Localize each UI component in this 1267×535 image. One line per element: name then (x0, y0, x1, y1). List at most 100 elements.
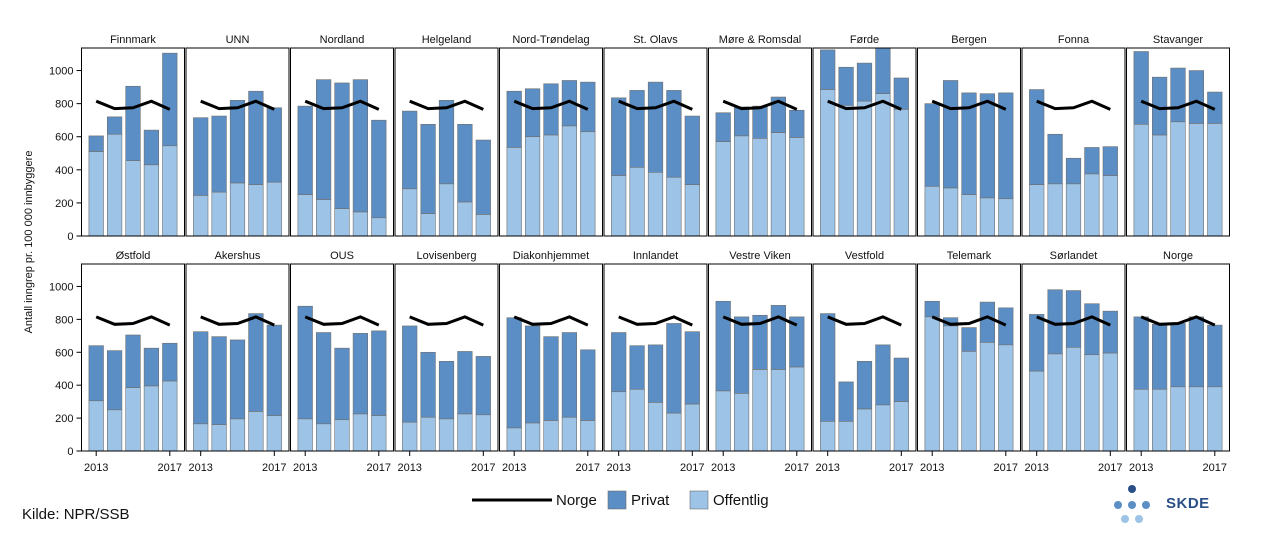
bar-offentlig-møre-romsdal-2013 (715, 141, 731, 237)
bar-offentlig-vestre-viken-2017 (789, 366, 805, 452)
bar-offentlig-nordland-2017 (371, 217, 387, 237)
bar-privat-lovisenberg-2016 (457, 351, 473, 415)
logo-text: SKDE (1166, 495, 1210, 512)
bar-privat-diakonhjemmet-2017 (580, 349, 596, 421)
panel-frame-lovisenberg (394, 263, 499, 452)
bar-privat-finnmark-2013 (88, 135, 104, 152)
bar-offentlig-telemark-2016 (979, 342, 995, 452)
norge-line-vestre-viken (722, 315, 798, 327)
bar-offentlig-finnmark-2015 (125, 160, 141, 237)
norge-line-telemark (931, 315, 1007, 327)
bar-offentlig-møre-romsdal-2017 (789, 137, 805, 237)
bar-privat-vestre-viken-2016 (770, 305, 786, 370)
bar-offentlig-diakonhjemmet-2015 (543, 420, 559, 452)
norge-line-sørlandet (1036, 315, 1111, 327)
bar-offentlig-norge-2016 (1188, 386, 1204, 452)
panel-title-nord-trøndelag: Nord-Trøndelag (512, 34, 589, 46)
panel-title-finnmark: Finnmark (110, 34, 156, 46)
bar-privat-stavanger-2015 (1170, 67, 1186, 123)
y-tick-label-0-400: 400 (55, 165, 73, 177)
norge-line-nord-trøndelag (513, 99, 589, 111)
bar-privat-helgeland-2015 (438, 100, 455, 185)
bar-offentlig-telemark-2014 (942, 325, 959, 452)
norge-line-st-olavs (618, 99, 693, 111)
x-tick-label-vestre-viken-0: 2013 (711, 462, 735, 474)
norge-line-østfold (95, 315, 171, 327)
bar-privat-finnmark-2016 (143, 129, 160, 166)
bar-offentlig-helgeland-2016 (457, 201, 473, 237)
bar-offentlig-akershus-2013 (193, 423, 209, 452)
bar-privat-bergen-2013 (924, 103, 940, 187)
bar-privat-vestre-viken-2014 (733, 316, 750, 394)
panel-title-vestre-viken: Vestre Viken (729, 250, 791, 262)
bar-offentlig-finnmark-2013 (88, 151, 104, 237)
bar-offentlig-diakonhjemmet-2016 (561, 416, 577, 452)
panel-title-unn: UNN (226, 34, 250, 46)
y-tick-label-1-400: 400 (55, 380, 73, 392)
panel-frame-nordland (290, 47, 394, 237)
bar-offentlig-nordland-2016 (352, 211, 369, 237)
bar-privat-st-olavs-2015 (647, 81, 664, 173)
panel-frame-møre-romsdal (708, 47, 812, 237)
bar-offentlig-sørlandet-2013 (1029, 370, 1045, 452)
bar-offentlig-telemark-2017 (998, 344, 1014, 452)
bar-offentlig-førde-2017 (893, 109, 909, 237)
bar-privat-stavanger-2013 (1133, 51, 1149, 125)
bar-privat-akershus-2017 (266, 324, 282, 416)
bar-privat-østfold-2014 (107, 350, 123, 411)
x-tick-label-sørlandet-0: 2013 (1024, 462, 1048, 474)
bar-offentlig-lovisenberg-2014 (420, 416, 436, 452)
bar-privat-helgeland-2013 (402, 110, 418, 190)
bar-offentlig-unn-2015 (229, 182, 246, 237)
panel-title-nordland: Nordland (320, 34, 365, 46)
panel-title-helgeland: Helgeland (422, 34, 472, 46)
bar-privat-diakonhjemmet-2015 (543, 336, 559, 421)
bar-offentlig-bergen-2013 (924, 186, 940, 237)
bar-privat-st-olavs-2017 (684, 115, 700, 186)
x-tick-label-telemark-0: 2013 (920, 462, 944, 474)
panel-frame-stavanger (1126, 47, 1230, 237)
bar-privat-møre-romsdal-2017 (789, 109, 805, 138)
bar-privat-førde-2016 (875, 47, 891, 95)
x-tick-label-diakonhjemmet-0: 2013 (502, 462, 526, 474)
y-tick-label-0-1000: 1000 (49, 66, 73, 78)
x-tick-label-ous-0: 2013 (293, 462, 317, 474)
panel-title-st-olavs: St. Olavs (633, 34, 678, 46)
panel-title-ous: OUS (330, 250, 354, 262)
bar-offentlig-lovisenberg-2016 (457, 413, 473, 452)
panel-frame-sørlandet (1021, 263, 1126, 452)
y-axis-label: Antall inngrep pr. 100 000 innbyggere (23, 151, 35, 334)
bar-offentlig-møre-romsdal-2016 (770, 132, 786, 237)
bar-privat-akershus-2014 (211, 336, 227, 425)
bar-privat-vestfold-2015 (856, 361, 873, 410)
x-tick-label-østfold-4: 2017 (158, 462, 182, 474)
bar-privat-nordland-2017 (371, 119, 387, 219)
bar-offentlig-nordland-2014 (315, 199, 332, 237)
bar-privat-vestre-viken-2013 (715, 300, 731, 392)
bar-privat-vestfold-2014 (838, 381, 854, 422)
y-tick-label-0-0: 0 (67, 231, 73, 243)
bar-privat-østfold-2016 (143, 347, 160, 387)
bar-privat-norge-2016 (1188, 316, 1204, 388)
bar-privat-nordland-2013 (297, 105, 313, 195)
bar-offentlig-helgeland-2014 (420, 213, 436, 237)
norge-line-stavanger (1140, 99, 1216, 111)
bar-offentlig-innlandet-2013 (611, 391, 627, 452)
bar-offentlig-diakonhjemmet-2017 (580, 420, 596, 452)
bar-privat-ous-2013 (297, 305, 313, 420)
source-note: Kilde: NPR/SSB (22, 506, 130, 523)
bar-offentlig-østfold-2015 (125, 387, 141, 452)
bar-offentlig-nord-trøndelag-2014 (524, 136, 541, 237)
bar-offentlig-akershus-2015 (229, 418, 246, 452)
bar-privat-møre-romsdal-2015 (752, 105, 768, 139)
bar-privat-nordland-2015 (334, 82, 350, 209)
bar-offentlig-nordland-2013 (297, 194, 313, 237)
bar-privat-innlandet-2016 (666, 323, 682, 414)
norge-line-møre-romsdal (722, 99, 798, 111)
bar-offentlig-fonna-2014 (1047, 183, 1063, 237)
bar-privat-finnmark-2017 (162, 52, 178, 147)
panel-title-fonna: Fonna (1058, 34, 1090, 46)
bar-privat-nordland-2014 (315, 79, 332, 200)
norge-line-finnmark (95, 99, 171, 111)
bar-offentlig-ous-2013 (297, 418, 313, 452)
